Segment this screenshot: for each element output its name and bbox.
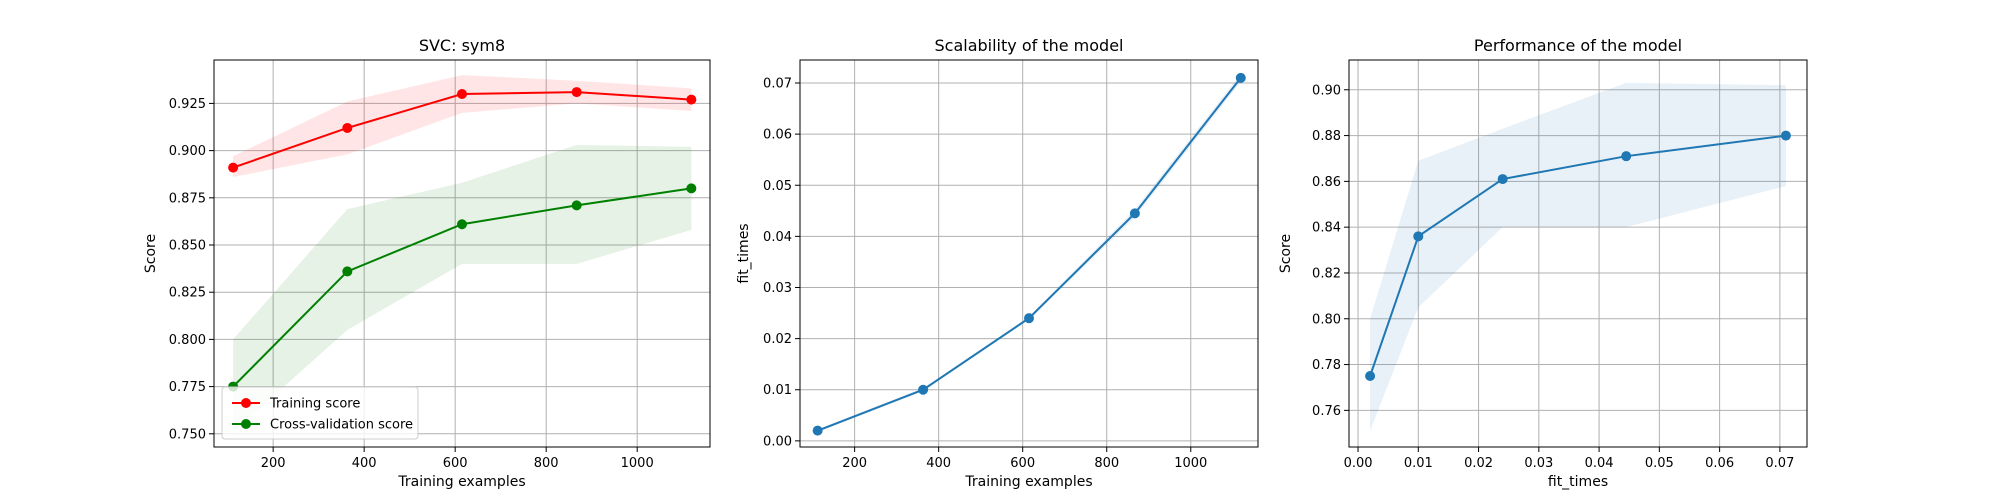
x-tick-label: 0.01 bbox=[1404, 456, 1433, 471]
confidence-band-0 bbox=[1370, 82, 1786, 431]
y-axis-label: Score bbox=[143, 234, 159, 273]
y-tick-label: 0.00 bbox=[763, 434, 792, 449]
y-tick-label: 0.90 bbox=[1312, 83, 1341, 98]
y-tick-label: 0.84 bbox=[1312, 221, 1341, 236]
legend-swatch-marker bbox=[241, 398, 251, 408]
x-tick-label: 0.00 bbox=[1344, 456, 1373, 471]
y-tick-label: 0.06 bbox=[763, 128, 792, 143]
x-tick-label: 0.02 bbox=[1464, 456, 1493, 471]
data-point bbox=[571, 87, 582, 98]
plot-frame bbox=[799, 59, 1259, 448]
x-tick-label: 200 bbox=[261, 456, 286, 471]
x-tick-label: 1000 bbox=[621, 456, 654, 471]
data-point bbox=[1497, 174, 1508, 185]
y-axis-label: fit_times bbox=[736, 223, 752, 283]
legend-label: Training score bbox=[269, 397, 360, 412]
data-point bbox=[1780, 130, 1791, 141]
x-tick-label: 0.04 bbox=[1585, 456, 1614, 471]
y-axis-label: Score bbox=[1278, 234, 1294, 273]
confidence-band-0 bbox=[233, 75, 692, 178]
legend: Training score Cross-validation score bbox=[221, 386, 419, 440]
y-tick-label: 0.850 bbox=[169, 239, 206, 254]
y-tick-label: 0.78 bbox=[1312, 358, 1341, 373]
confidence-band-1 bbox=[233, 144, 692, 432]
data-point bbox=[686, 183, 697, 194]
x-tick-label: 600 bbox=[1010, 456, 1035, 471]
chart-title: Performance of the model bbox=[1474, 36, 1682, 55]
x-tick-label: 1000 bbox=[1174, 456, 1207, 471]
x-tick-label: 0.05 bbox=[1645, 456, 1674, 471]
x-tick-label: 400 bbox=[926, 456, 951, 471]
data-point bbox=[1365, 371, 1376, 382]
data-point bbox=[228, 162, 239, 173]
plot-frame bbox=[213, 59, 711, 448]
x-tick-label: 0.03 bbox=[1524, 456, 1553, 471]
y-tick-label: 0.86 bbox=[1312, 175, 1341, 190]
x-tick-label: 0.06 bbox=[1705, 456, 1734, 471]
chart-title: SVC: sym8 bbox=[419, 36, 505, 55]
chart-0: 200 400 600 800 1000 0.750 0.775 0.800 0.825 0.85… bbox=[143, 36, 711, 490]
x-tick-label: 800 bbox=[534, 456, 559, 471]
y-tick-label: 0.76 bbox=[1312, 404, 1341, 419]
data-point bbox=[1621, 151, 1632, 162]
data-point bbox=[1413, 231, 1424, 242]
y-tick-label: 0.80 bbox=[1312, 312, 1341, 327]
y-tick-label: 0.04 bbox=[763, 230, 792, 245]
data-point bbox=[686, 94, 697, 105]
y-tick-label: 0.900 bbox=[169, 144, 206, 159]
y-tick-label: 0.03 bbox=[763, 281, 792, 296]
data-point bbox=[342, 122, 353, 133]
x-tick-label: 800 bbox=[1094, 456, 1119, 471]
y-tick-label: 0.88 bbox=[1312, 129, 1341, 144]
y-tick-label: 0.05 bbox=[763, 179, 792, 194]
x-axis-label: fit_times bbox=[1548, 474, 1608, 490]
y-tick-label: 0.800 bbox=[169, 333, 206, 348]
y-tick-label: 0.82 bbox=[1312, 266, 1341, 281]
data-point bbox=[1024, 313, 1034, 324]
x-axis-label: Training examples bbox=[964, 474, 1092, 490]
data-point bbox=[918, 384, 929, 395]
x-axis-label: Training examples bbox=[397, 474, 525, 490]
chart-1: 200 400 600 800 1000 0.00 0.01 0.02 0.03 0.04 0.05… bbox=[736, 36, 1259, 490]
y-tick-label: 0.925 bbox=[169, 97, 206, 112]
legend-swatch-marker bbox=[241, 419, 251, 429]
x-tick-label: 200 bbox=[842, 456, 867, 471]
y-tick-label: 0.775 bbox=[169, 380, 206, 395]
y-tick-label: 0.750 bbox=[169, 427, 206, 442]
chart-title: Scalability of the model bbox=[935, 36, 1124, 55]
data-point bbox=[1129, 208, 1140, 219]
data-point bbox=[812, 425, 823, 436]
chart-2: 0.00 0.01 0.02 0.03 0.04 0.05 0.06 0.07 0.76 0.78… bbox=[1278, 36, 1808, 490]
x-tick-label: 400 bbox=[352, 456, 377, 471]
y-tick-label: 0.02 bbox=[763, 332, 792, 347]
legend-label: Cross-validation score bbox=[270, 418, 413, 433]
data-point bbox=[457, 219, 467, 230]
x-tick-label: 600 bbox=[443, 456, 468, 471]
y-tick-label: 0.01 bbox=[763, 383, 792, 398]
plot-frame bbox=[1348, 59, 1808, 448]
x-tick-label: 0.07 bbox=[1765, 456, 1794, 471]
data-point bbox=[1235, 72, 1246, 83]
data-point bbox=[342, 266, 353, 277]
data-point bbox=[571, 200, 582, 211]
legend-box bbox=[221, 386, 419, 440]
y-tick-label: 0.875 bbox=[169, 191, 206, 206]
data-point bbox=[457, 88, 467, 99]
y-tick-label: 0.07 bbox=[763, 77, 792, 92]
y-tick-label: 0.825 bbox=[169, 286, 206, 301]
